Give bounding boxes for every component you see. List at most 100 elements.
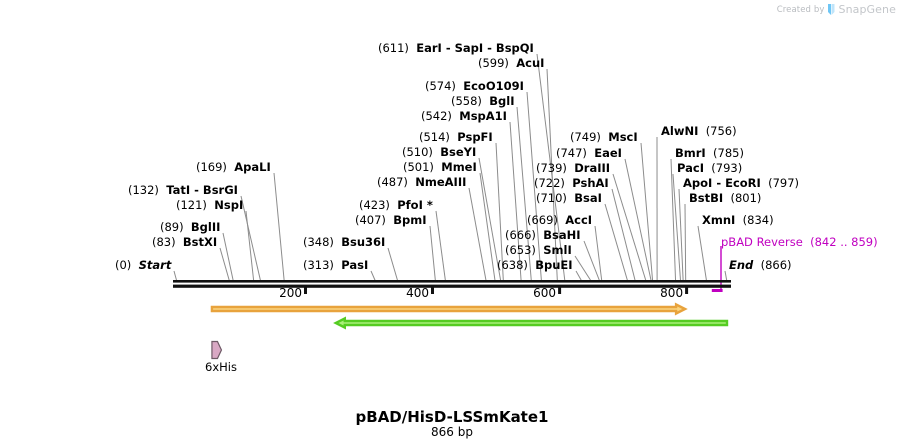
enzyme-position: (487) <box>377 175 408 189</box>
leader-line-pfoi <box>435 210 447 283</box>
enzyme-position: (866) <box>760 258 792 272</box>
enzyme-name: NmeAIII <box>415 175 467 189</box>
enzyme-position: (121) <box>176 198 207 212</box>
enzyme-position: (542) <box>421 109 452 123</box>
enzyme-label-smli[interactable]: (653) SmlI <box>505 244 572 257</box>
enzyme-name: MscI <box>608 130 638 144</box>
leader-line-paci <box>672 173 682 283</box>
leader-line-xmni <box>697 225 708 283</box>
enzyme-name: TatI - BsrGI <box>166 183 238 197</box>
leader-line-bstbi <box>684 203 687 283</box>
enzyme-position: (132) <box>128 183 159 197</box>
enzyme-position: (653) <box>505 243 536 257</box>
enzyme-label-apali[interactable]: (169) ApaLI <box>196 161 271 174</box>
enzyme-label-start[interactable]: (0) Start <box>115 259 171 272</box>
enzyme-label-bstbi[interactable]: BstBI (801) <box>689 192 761 205</box>
feature-arrow-6xhis-tag[interactable] <box>211 340 223 360</box>
enzyme-label-tati[interactable]: (132) TatI - BsrGI <box>128 184 238 197</box>
enzyme-position: (501) <box>403 160 434 174</box>
enzyme-name: PshAI <box>572 176 609 190</box>
enzyme-label-apoi[interactable]: ApoI - EcoRI (797) <box>683 177 799 190</box>
enzyme-label-bpuei[interactable]: (638) BpuEI <box>497 259 573 272</box>
enzyme-label-bpmi[interactable]: (407) BpmI <box>355 214 427 227</box>
leader-line-acci <box>594 225 603 283</box>
enzyme-position: (669) <box>527 213 558 227</box>
primer-label-pbad-reverse[interactable]: pBAD Reverse (842 .. 859) <box>721 236 878 249</box>
enzyme-name: BglII <box>190 220 221 234</box>
enzyme-position: (666) <box>505 228 536 242</box>
enzyme-name: BpuEI <box>535 258 573 272</box>
enzyme-label-bstxi[interactable]: (83) BstXI <box>152 236 217 249</box>
enzyme-name: End <box>729 258 754 272</box>
enzyme-label-pshai[interactable]: (722) PshAI <box>534 177 609 190</box>
enzyme-label-nmeaiii[interactable]: (487) NmeAIII <box>377 176 466 189</box>
ruler-tick-label-600: 600 <box>533 286 557 300</box>
leader-line-eaei <box>624 158 652 283</box>
ruler-tick-200 <box>304 285 307 294</box>
enzyme-label-bsahi[interactable]: (666) BsaHI <box>505 229 581 242</box>
enzyme-label-pfoi[interactable]: (423) PfoI * <box>359 199 433 212</box>
enzyme-name: XmnI <box>702 213 736 227</box>
enzyme-name: BglI <box>489 94 515 108</box>
leader-line-pshai <box>611 188 636 283</box>
enzyme-name: PacI <box>677 161 704 175</box>
leader-line-tati <box>240 195 262 283</box>
backbone-line-bottom <box>173 284 731 288</box>
enzyme-name: DraIII <box>574 161 611 175</box>
enzyme-label-end[interactable]: End (866) <box>729 259 792 272</box>
enzyme-position: (169) <box>196 160 227 174</box>
leader-line-ecoo109i <box>526 91 542 283</box>
enzyme-name: AcuI <box>516 56 545 70</box>
enzyme-position: (313) <box>303 258 334 272</box>
enzyme-name: BsaHI <box>543 228 581 242</box>
leader-line-bsu36i <box>387 247 399 283</box>
enzyme-name: NspI <box>214 198 244 212</box>
enzyme-label-pspfi[interactable]: (514) PspFI <box>419 131 493 144</box>
leader-line-draiii <box>612 173 647 283</box>
enzyme-name: ApaLI <box>234 160 271 174</box>
feature-arrow-lssmkate1-reverse-arrow[interactable] <box>333 316 729 330</box>
enzyme-name: BpmI <box>393 213 427 227</box>
enzyme-name: SmlI <box>543 243 572 257</box>
ruler-tick-600 <box>558 285 562 294</box>
enzyme-label-paci[interactable]: PacI (793) <box>677 162 742 175</box>
enzyme-label-bseyi[interactable]: (510) BseYI <box>402 146 476 159</box>
enzyme-label-xmni[interactable]: XmnI (834) <box>702 214 774 227</box>
enzyme-label-bgli[interactable]: (558) BglI <box>451 95 514 108</box>
enzyme-label-draiii[interactable]: (739) DraIII <box>536 162 610 175</box>
enzyme-label-nspi[interactable]: (121) NspI <box>176 199 243 212</box>
enzyme-label-acui[interactable]: (599) AcuI <box>478 57 544 70</box>
ruler-tick-label-400: 400 <box>406 286 430 300</box>
ruler-tick-800 <box>685 285 689 294</box>
enzyme-position: (801) <box>730 191 762 205</box>
enzyme-position: (785) <box>713 146 744 160</box>
enzyme-label-pasi[interactable]: (313) PasI <box>303 259 368 272</box>
feature-arrow-orf-forward-arrow[interactable] <box>210 302 688 316</box>
enzyme-name: MmeI <box>441 160 477 174</box>
leader-line-bglii <box>222 232 234 283</box>
enzyme-position: (0) <box>115 258 132 272</box>
enzyme-label-msci[interactable]: (749) MscI <box>570 131 638 144</box>
primer-bar-pbad-reverse[interactable] <box>711 289 723 292</box>
enzyme-name: PasI <box>341 258 369 272</box>
page-title: pBAD/HisD-LSSmKate1 <box>355 408 549 426</box>
sequence-length-label: 866 bp <box>431 425 473 439</box>
enzyme-label-acci[interactable]: (669) AccI <box>527 214 592 227</box>
leader-line-bstxi <box>219 247 231 283</box>
leader-line-bpmi <box>429 225 436 283</box>
enzyme-label-alwni[interactable]: AlwNI (756) <box>661 125 737 138</box>
enzyme-label-eari[interactable]: (611) EarI - SapI - BspQI <box>378 42 534 55</box>
enzyme-label-bglii[interactable]: (89) BglII <box>160 221 220 234</box>
enzyme-label-mspa1i[interactable]: (542) MspA1I <box>421 110 507 123</box>
enzyme-label-ecoo109i[interactable]: (574) EcoO109I <box>425 80 524 93</box>
enzyme-label-bmri[interactable]: BmrI (785) <box>675 147 744 160</box>
enzyme-label-eaei[interactable]: (747) EaeI <box>556 147 622 160</box>
enzyme-label-bsu36i[interactable]: (348) Bsu36I <box>303 236 385 249</box>
enzyme-label-bsai[interactable]: (710) BsaI <box>536 192 602 205</box>
enzyme-name: BmrI <box>675 146 706 160</box>
leader-line-bsai <box>604 203 629 283</box>
enzyme-label-mmei[interactable]: (501) MmeI <box>403 161 477 174</box>
enzyme-position: (793) <box>711 161 743 175</box>
leader-line-smli <box>574 255 593 283</box>
